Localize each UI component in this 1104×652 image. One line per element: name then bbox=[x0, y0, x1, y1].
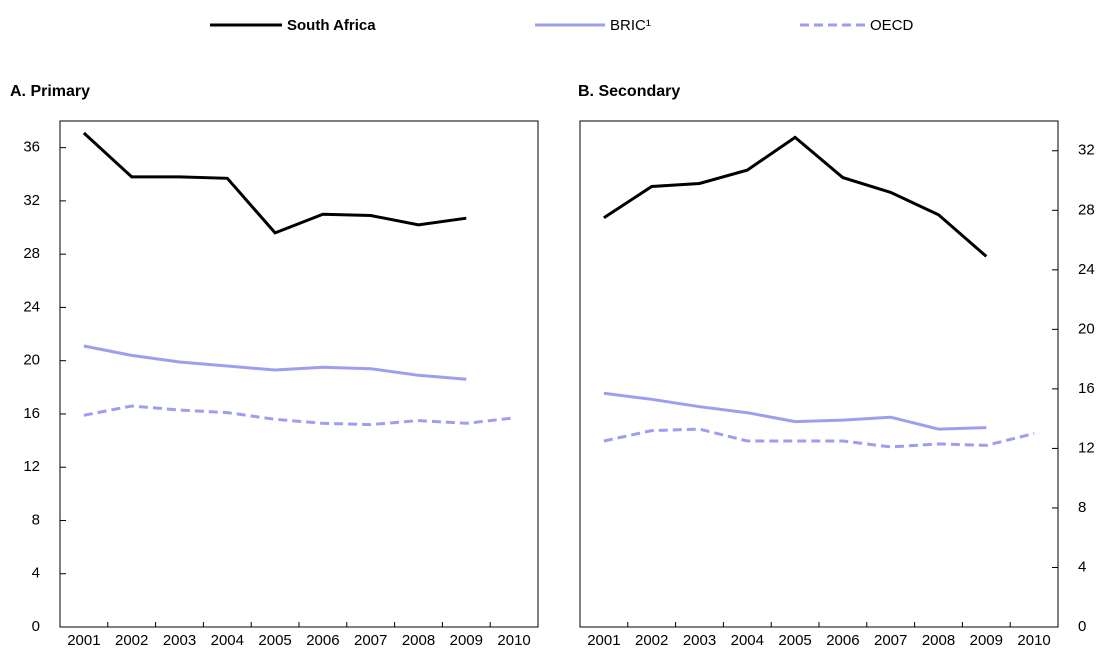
series-line bbox=[603, 135, 988, 258]
y-tick-label: 24 bbox=[1078, 261, 1095, 278]
legend-label: South Africa bbox=[287, 17, 376, 34]
series-line bbox=[603, 427, 1035, 449]
y-tick-label: 20 bbox=[23, 352, 40, 369]
plot-frame bbox=[59, 120, 539, 628]
x-tick-label: 2003 bbox=[163, 632, 196, 649]
y-tick-label: 32 bbox=[23, 192, 40, 209]
x-tick-label: 2001 bbox=[587, 632, 620, 649]
legend-label: OECD bbox=[870, 17, 914, 34]
x-tick-label: 2001 bbox=[67, 632, 100, 649]
y-tick-label: 36 bbox=[23, 139, 40, 156]
y-tick-label: 4 bbox=[32, 565, 40, 582]
x-tick-label: 2010 bbox=[1017, 632, 1050, 649]
y-tick-label: 32 bbox=[1078, 142, 1095, 159]
x-tick-label: 2010 bbox=[497, 632, 530, 649]
y-tick-label: 0 bbox=[32, 618, 40, 635]
x-tick-label: 2008 bbox=[402, 632, 435, 649]
y-tick-label: 16 bbox=[1078, 380, 1095, 397]
x-tick-label: 2009 bbox=[450, 632, 483, 649]
x-tick-label: 2004 bbox=[731, 632, 764, 649]
series-line bbox=[82, 131, 467, 235]
y-tick-label: 28 bbox=[23, 245, 40, 262]
y-tick-label: 8 bbox=[1078, 499, 1086, 516]
x-tick-label: 2005 bbox=[778, 632, 811, 649]
x-tick-label: 2007 bbox=[354, 632, 387, 649]
y-tick-label: 12 bbox=[1078, 439, 1095, 456]
y-tick-label: 28 bbox=[1078, 201, 1095, 218]
plot-frame bbox=[579, 120, 1059, 628]
y-tick-label: 12 bbox=[23, 458, 40, 475]
x-tick-label: 2009 bbox=[970, 632, 1003, 649]
x-tick-label: 2005 bbox=[258, 632, 291, 649]
legend-label: BRIC¹ bbox=[610, 17, 651, 34]
x-tick-label: 2002 bbox=[635, 632, 668, 649]
x-tick-label: 2008 bbox=[922, 632, 955, 649]
y-tick-label: 20 bbox=[1078, 320, 1095, 337]
x-tick-label: 2002 bbox=[115, 632, 148, 649]
x-tick-label: 2007 bbox=[874, 632, 907, 649]
series-line bbox=[83, 404, 515, 427]
x-tick-label: 2004 bbox=[211, 632, 244, 649]
x-tick-label: 2003 bbox=[683, 632, 716, 649]
y-tick-label: 8 bbox=[32, 511, 40, 528]
panel-title: A. Primary bbox=[10, 83, 90, 100]
y-tick-label: 24 bbox=[23, 298, 40, 315]
y-tick-label: 16 bbox=[23, 405, 40, 422]
x-tick-label: 2006 bbox=[826, 632, 859, 649]
y-tick-label: 0 bbox=[1078, 618, 1086, 635]
panel-title: B. Secondary bbox=[578, 83, 680, 100]
y-tick-label: 4 bbox=[1078, 558, 1086, 575]
x-tick-label: 2006 bbox=[306, 632, 339, 649]
series-line bbox=[83, 344, 467, 381]
series-line bbox=[603, 391, 987, 431]
